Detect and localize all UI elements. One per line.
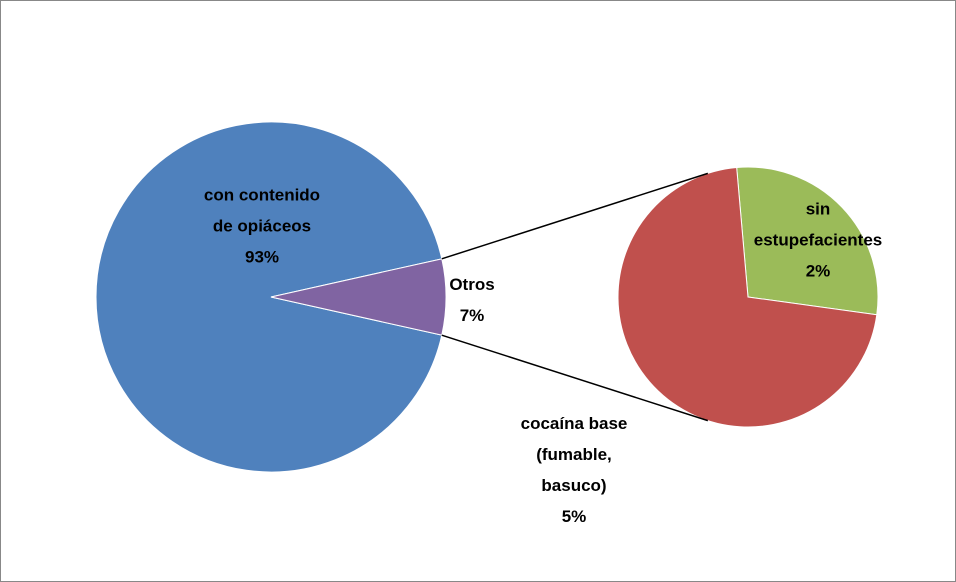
pie-slice: [270, 258, 447, 336]
data-label: sin estupefacientes 2%: [751, 194, 886, 287]
connector-line: [441, 334, 709, 422]
data-label: con contenido de opiáceos 93%: [195, 180, 330, 273]
connector-line: [441, 172, 709, 260]
category-label: con contenido de opiáceos: [203, 185, 321, 236]
data-label: Otros 7%: [432, 269, 512, 331]
pie-slice: [95, 121, 443, 473]
pie-slice: [736, 166, 879, 316]
value-label: 93%: [244, 247, 280, 267]
pie-slice: [617, 166, 878, 428]
category-label: cocaína base (fumable, basuco): [520, 414, 628, 495]
value-label: 7%: [459, 306, 485, 325]
value-label: 5%: [561, 507, 587, 526]
value-label: 2%: [805, 261, 831, 281]
category-label: Otros: [449, 275, 495, 294]
category-label: sin estupefacientes: [753, 199, 883, 250]
data-label: cocaína base (fumable, basuco) 5%: [517, 408, 632, 532]
